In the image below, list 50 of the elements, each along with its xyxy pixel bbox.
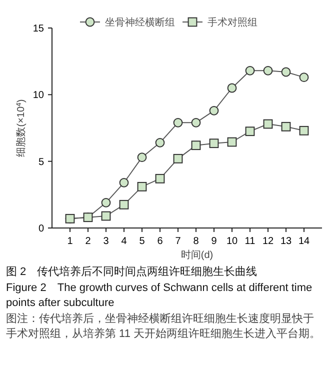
point [101, 198, 111, 208]
text: 图注：传代培养后，坐骨神经横断组许旺细胞生长速度明显快于手术对照组，从培养第 11 天开始两组许旺细胞生长进入平台期。 [6, 312, 321, 340]
point [65, 214, 75, 224]
point [155, 174, 165, 184]
x-axis-title: 时间(d) [180, 249, 214, 261]
x-tick-label: 13 [280, 236, 292, 247]
x-tick-label: 8 [193, 236, 200, 247]
x-tick-label: 9 [211, 236, 218, 247]
point [209, 138, 219, 148]
point [155, 138, 165, 148]
point [137, 182, 147, 192]
x-tick-label: 3 [103, 236, 110, 247]
point [245, 66, 255, 76]
x-tick-label: 4 [121, 236, 128, 247]
y-tick-label: 15 [32, 24, 44, 34]
point [227, 137, 237, 147]
legend-label: 手术对照组 [208, 16, 258, 28]
point [281, 122, 291, 132]
point [263, 66, 273, 76]
caption: 图 2 传代培养后不同时间点两组许旺细胞生长曲线 [6, 265, 258, 278]
x-tick-label: 5 [139, 236, 146, 247]
legend-label: 坐骨神经横断组 [105, 16, 175, 28]
x-tick-label: 14 [298, 236, 310, 247]
y-tick-label: 0 [38, 224, 44, 234]
point [209, 106, 219, 116]
x-tick-label: 12 [262, 236, 274, 247]
point [119, 200, 129, 210]
x-tick-label: 7 [175, 236, 182, 247]
point [299, 72, 309, 82]
x-tick-label: 2 [85, 236, 92, 247]
caption: Figure 2 The growth curves of Schwann cells at different time points after subculture [6, 282, 312, 309]
point [227, 83, 237, 93]
y-tick-label: 5 [38, 156, 44, 168]
point [101, 211, 111, 221]
point [281, 67, 291, 77]
point [119, 178, 129, 188]
point [299, 126, 309, 136]
x-tick-label: 1 [67, 236, 74, 247]
point [191, 118, 201, 128]
x-tick-label: 11 [244, 236, 256, 247]
y-tick-label: 10 [32, 90, 44, 102]
point [137, 152, 147, 162]
point [83, 212, 93, 222]
x-tick-label: 10 [226, 236, 238, 247]
point [173, 154, 183, 164]
point [245, 126, 255, 136]
point [173, 118, 183, 128]
point [191, 140, 201, 150]
point [263, 119, 273, 129]
x-tick-label: 6 [157, 236, 164, 247]
